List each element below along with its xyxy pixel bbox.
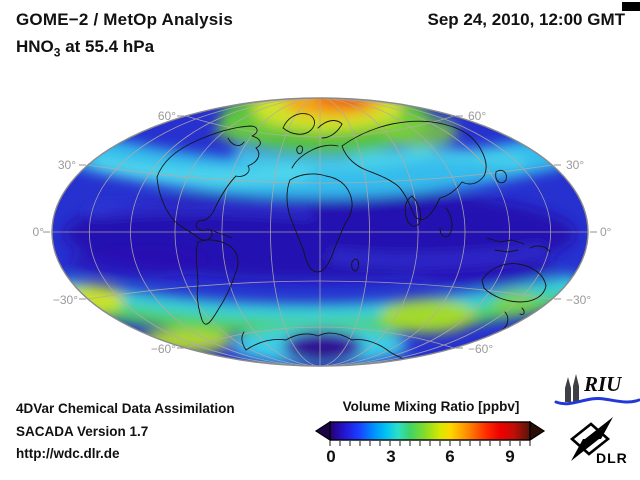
footer-assimilation: 4DVar Chemical Data Assimilation (16, 401, 235, 416)
colorbar-gradient-bar (329, 421, 531, 441)
species-name: HNO (16, 37, 54, 56)
footer-url: http://wdc.dlr.de (16, 446, 120, 461)
colorbar-tick-label-9: 9 (505, 447, 515, 466)
colorbar-tick-label-0: 0 (326, 447, 336, 466)
graticule (52, 98, 588, 366)
riu-logo (554, 374, 640, 406)
colorbar-right-arrow-icon (529, 420, 546, 442)
lat-label-left-0: 0° (32, 225, 44, 239)
latitude-ticks (43, 115, 597, 349)
cologne-cathedral-icon (565, 374, 579, 402)
lat-label-right-60s: −60° (468, 342, 494, 356)
globe-outline (51, 97, 589, 367)
lat-label-left-60s: −60° (150, 342, 176, 356)
colorbar (314, 420, 546, 446)
lat-label-left-30n: 30° (57, 158, 76, 172)
corner-marker (622, 2, 640, 11)
colorbar-left-arrow-icon (314, 420, 331, 442)
colorbar-ticks (329, 441, 531, 446)
lat-label-left-60n: 60° (157, 109, 176, 123)
colorbar-title: Volume Mixing Ratio [ppbv] (342, 399, 520, 414)
pressure-level: at 55.4 hPa (60, 37, 155, 56)
globe (43, 97, 597, 367)
coastlines (156, 113, 551, 361)
species-subscript: 3 (53, 45, 61, 60)
lat-label-right-30n: 30° (566, 158, 585, 172)
riu-wave-icon (554, 397, 640, 406)
colorbar-tick-label-3: 3 (386, 447, 396, 466)
footer-version: SACADA Version 1.7 (16, 424, 149, 439)
lat-label-right-30s: −30° (566, 293, 592, 307)
page-title: GOME−2 / MetOp Analysis (16, 10, 234, 29)
lat-label-right-0: 0° (600, 225, 612, 239)
colorbar-tick-label-6: 6 (445, 447, 455, 466)
dlr-logo-text: DLR (596, 450, 628, 466)
timestamp: Sep 24, 2010, 12:00 GMT (427, 10, 626, 29)
lat-label-left-30s: −30° (52, 293, 78, 307)
dlr-logo-emblem (569, 417, 613, 461)
lat-label-right-60n: 60° (468, 109, 487, 123)
riu-logo-text: RIU (584, 372, 622, 396)
species-subtitle: HNO3 at 55.4 hPa (16, 37, 154, 59)
